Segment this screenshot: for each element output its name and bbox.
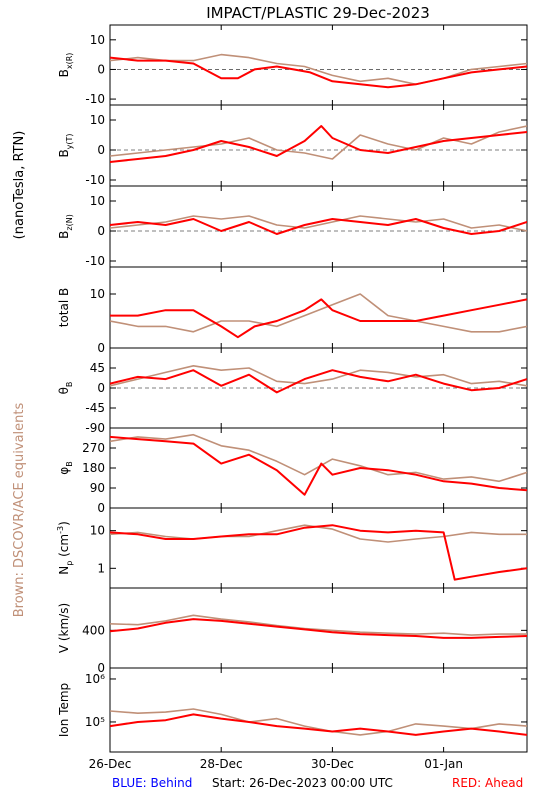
y-tick-label: 10⁵ [85,715,105,729]
y-tick-label: 0 [97,143,105,157]
y-tick-label: 0 [97,661,105,675]
x-tick-label: 01-Jan [424,757,463,771]
y-tick-label: -10 [85,254,105,268]
series-equivalent-by [110,125,527,160]
chart-title: IMPACT/PLASTIC 29-Dec-2023 [206,4,430,22]
y-axis-label: V (km/s) [57,603,71,653]
y-tick-label: 0 [97,341,105,355]
series-ahead-temp [110,713,527,736]
series-equivalent-v [110,614,527,636]
y-axis-label: total B [57,288,71,328]
y-tick-label: -10 [85,173,105,187]
y-axis-label: Bz(N) [57,214,74,239]
y-tick-label: 10⁶ [85,672,105,686]
start-time-label: Start: 26-Dec-2023 00:00 UTC [212,776,393,790]
y-tick-label: 10 [90,287,105,301]
y-axis-label: By(T) [57,133,74,157]
panel-frame [109,266,528,349]
panel-temp: 10⁵ 10⁶ Ion Temp [57,667,528,753]
y-axis-label: φB [57,461,74,474]
series-ahead-btot [110,298,527,339]
y-tick-label: 0 [97,62,105,76]
panel-by: -10 0 10 By(T) [57,104,528,187]
series-ahead-bx [110,56,527,89]
y-tick-label: 90 [90,481,105,495]
y-tick-label: 400 [82,623,105,637]
series-equivalent-temp [110,708,527,736]
y-tick-label: -45 [85,401,105,415]
y-tick-label: 0 [97,381,105,395]
series-ahead-bz [110,218,527,235]
panel-bx: -10 0 10 Bx(R) [57,24,528,106]
series-ahead-v [110,618,527,639]
panel-np: 1 10 Np (cm-3) [56,507,528,589]
x-axis: 26-Dec 28-Dec 30-Dec 01-Jan [89,757,463,771]
units-label: (nanoTesla, RTN) [12,131,27,240]
equivalents-label: Brown: DSCOVR/ACE equivalents [12,403,27,618]
panel-btot: 0 10 total B [57,266,528,355]
series-ahead-np [110,524,527,581]
panel-frame [109,24,528,106]
series-equivalent-bz [110,215,527,232]
series-equivalent-btot [110,293,527,333]
panel-bz: -10 0 10 Bz(N) [57,185,528,268]
panel-frame [109,104,528,187]
series-equivalent-bx [110,53,527,86]
y-tick-label: 10 [90,524,105,538]
y-tick-label: 0 [97,224,105,238]
y-tick-label: 270 [82,441,105,455]
y-tick-label: -90 [85,421,105,435]
y-tick-label: 10 [90,194,105,208]
panel-v: 0 400 V (km/s) [57,587,528,675]
y-axis-label: θB [57,382,74,395]
series-ahead-phi [110,435,527,496]
y-tick-label: 10 [90,113,105,127]
y-tick-label: 45 [90,361,105,375]
y-tick-label: 10 [90,33,105,47]
x-tick-label: 30-Dec [311,757,354,771]
legend-behind: BLUE: Behind [112,776,192,790]
y-tick-label: 0 [97,501,105,515]
legend-ahead: RED: Ahead [452,776,523,790]
series-ahead-theta [110,369,527,394]
panel-frame [109,587,528,669]
y-axis-label: Np (cm-3) [56,521,74,575]
y-axis-label: Bx(R) [57,53,74,78]
y-tick-label: -10 [85,92,105,106]
x-tick-label: 28-Dec [200,757,243,771]
series-ahead-by [110,125,527,163]
y-axis-label: Ion Temp [57,683,71,737]
panel-frame [109,667,528,753]
panel-frame [109,507,528,589]
panels: -10010Bx(R)-10010By(T)-10010Bz(N)010tota… [56,24,528,753]
x-tick-label: 26-Dec [89,757,132,771]
panel-theta: -90 -45 0 45 θB [57,347,528,435]
series-equivalent-theta [110,364,527,387]
y-tick-label: 1 [97,561,105,575]
panel-phi: 0 90 180 270 φB [57,427,528,515]
y-tick-label: 180 [82,461,105,475]
